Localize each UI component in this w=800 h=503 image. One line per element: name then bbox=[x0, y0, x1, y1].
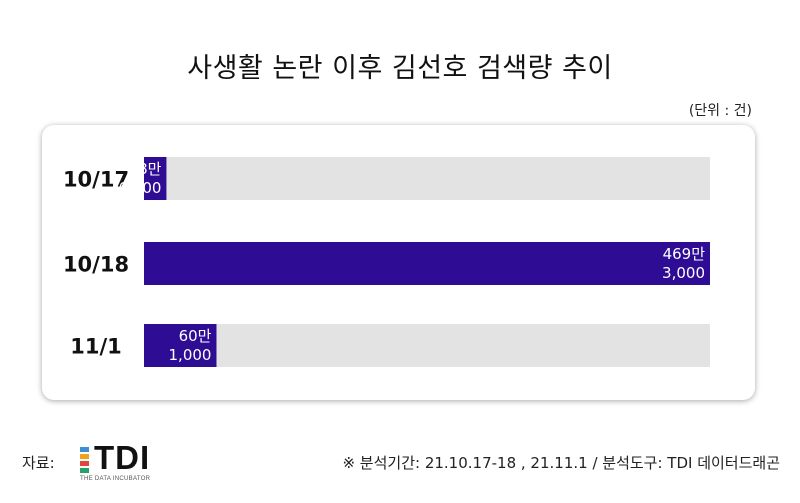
data-label: 469만 bbox=[663, 245, 706, 263]
bar bbox=[144, 324, 217, 367]
bar-track bbox=[144, 324, 710, 367]
data-label: 1,000 bbox=[169, 346, 212, 364]
data-label: 18만 bbox=[129, 160, 162, 178]
logo-text: TDI bbox=[94, 439, 151, 476]
category-label: 11/1 bbox=[70, 335, 122, 359]
bar bbox=[144, 157, 167, 200]
data-label: 6,000 bbox=[118, 179, 161, 197]
data-label: 60만 bbox=[179, 327, 212, 345]
source-label: 자료: bbox=[22, 454, 55, 472]
chart-title: 사생활 논란 이후 김선호 검색량 추이 bbox=[187, 53, 613, 84]
tdi-logo: TDI THE DATA INCUBATOR bbox=[80, 439, 160, 486]
category-label: 10/17 bbox=[63, 168, 129, 192]
bar-track bbox=[144, 157, 710, 200]
data-label: 3,000 bbox=[662, 264, 705, 282]
footnote: ※ 분석기간: 21.10.17-18 , 21.11.1 / 분석도구: TD… bbox=[342, 454, 780, 472]
bar bbox=[144, 242, 710, 285]
logo-subtitle: THE DATA INCUBATOR bbox=[80, 476, 151, 482]
category-label: 10/18 bbox=[63, 253, 129, 277]
unit-label: (단위 : 건) bbox=[688, 103, 752, 119]
